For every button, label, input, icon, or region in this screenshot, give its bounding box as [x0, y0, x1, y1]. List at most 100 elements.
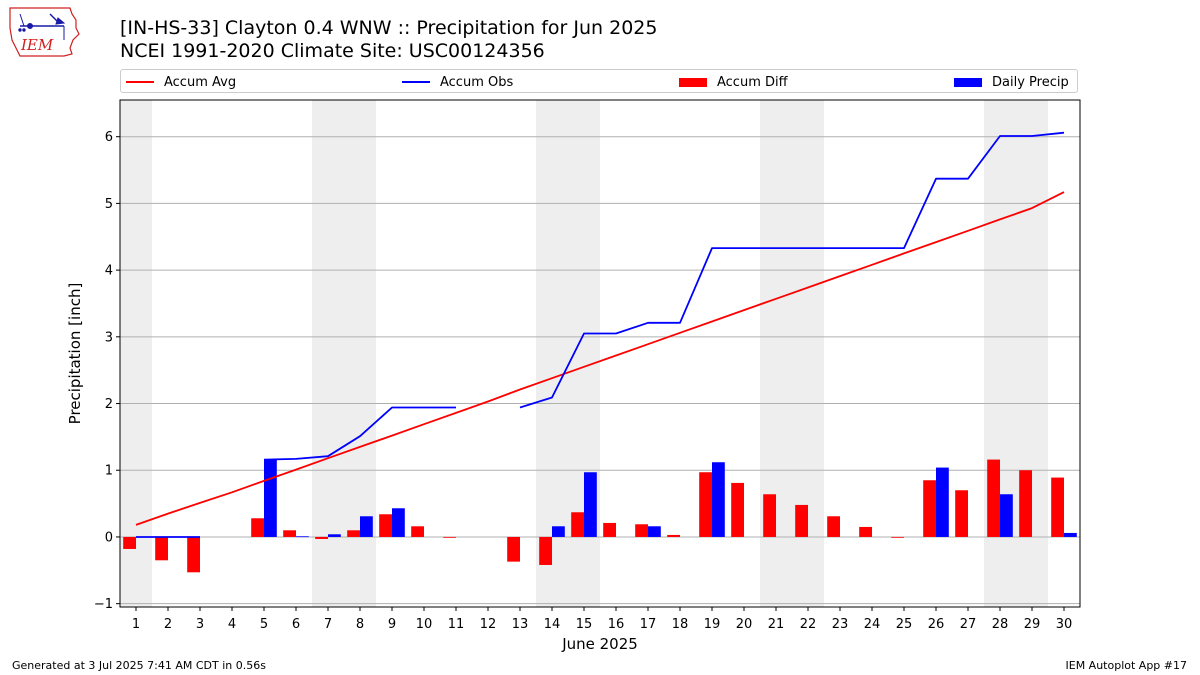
- chart-title: [IN-HS-33] Clayton 0.4 WNW :: Precipitat…: [120, 17, 658, 39]
- app-id: IEM Autoplot App #17: [1065, 659, 1188, 672]
- daily-precip-bar: [936, 467, 949, 537]
- accum-diff-bar: [763, 494, 776, 537]
- accum-obs-line: [263, 406, 456, 461]
- accum-diff-bar: [347, 530, 360, 537]
- accum-diff-bar: [411, 526, 424, 537]
- x-tick-label: 18: [672, 617, 689, 632]
- accum-diff-bar: [315, 536, 328, 539]
- lines: [135, 131, 1065, 538]
- legend-swatch-accum-diff: [679, 77, 707, 87]
- x-tick-label: 22: [800, 617, 817, 632]
- accum-diff-bar: [539, 536, 552, 565]
- daily-precip-bar: [712, 462, 725, 537]
- y-tick-label: −1: [94, 597, 113, 612]
- x-tick-label: 10: [416, 617, 433, 632]
- x-tick-label: 7: [324, 617, 332, 632]
- x-tick-label: 30: [1056, 617, 1073, 632]
- weather-station-icon: [18, 13, 66, 40]
- daily-precip-bar: [360, 516, 373, 537]
- accum-diff-bar: [859, 526, 872, 537]
- accum-diff-bar: [635, 524, 648, 537]
- daily-precip-bar: [584, 472, 597, 537]
- accum-diff-bar: [507, 536, 520, 562]
- logo-text: IEM: [20, 36, 54, 54]
- accum-diff-bar: [955, 490, 968, 537]
- accum-diff-bar: [1051, 477, 1064, 537]
- gridlines: [120, 136, 1080, 605]
- accum-diff-bar: [667, 534, 680, 537]
- legend-swatch-daily-precip: [954, 77, 982, 87]
- daily-precip-bar: [1000, 494, 1013, 537]
- legend-item-accum-diff: Accum Diff: [679, 73, 788, 91]
- x-tick-label: 16: [608, 617, 625, 632]
- x-tick-label: 21: [768, 617, 785, 632]
- accum-diff-bar: [1019, 470, 1032, 537]
- legend-item-accum-obs: Accum Obs: [402, 73, 513, 91]
- legend-item-daily-precip: Daily Precip: [954, 73, 1069, 91]
- legend-label-accum-avg: Accum Avg: [164, 74, 237, 90]
- legend-label-daily-precip: Daily Precip: [992, 74, 1069, 90]
- x-tick-label: 27: [960, 617, 977, 632]
- chart-legend: Accum Avg Accum Obs Accum Diff Daily Pre…: [120, 69, 1078, 93]
- x-tick-label: 2: [164, 617, 172, 632]
- accum-diff-bar: [699, 472, 712, 537]
- weekend-shade-day-14: [536, 100, 568, 607]
- legend-swatch-accum-avg: [126, 81, 154, 83]
- daily-precip-bar: [264, 459, 277, 537]
- accum-diff-bar: [603, 522, 616, 537]
- accum-diff-bar: [827, 516, 840, 537]
- legend-item-accum-avg: Accum Avg: [126, 73, 236, 91]
- accum-diff-bar: [443, 536, 456, 538]
- accum-diff-bar: [987, 459, 1000, 537]
- y-tick-label: 5: [105, 197, 113, 212]
- x-tick-label: 9: [388, 617, 396, 632]
- daily-precip-bar: [552, 526, 565, 537]
- accum-diff-bar: [379, 514, 392, 537]
- accum-diff-bar: [155, 536, 168, 561]
- x-tick-label: 8: [356, 617, 364, 632]
- bars: [123, 459, 1077, 573]
- x-axis-label: June 2025: [561, 635, 638, 653]
- x-tick-label: 3: [196, 617, 204, 632]
- accum-diff-bar: [795, 504, 808, 537]
- x-tick-label: 23: [832, 617, 849, 632]
- x-tick-label: 19: [704, 617, 721, 632]
- y-tick-label: 3: [105, 330, 113, 345]
- y-tick-label: 0: [105, 530, 113, 545]
- accum-diff-bar: [571, 512, 584, 537]
- legend-label-accum-diff: Accum Diff: [717, 74, 788, 90]
- x-tick-label: 29: [1024, 617, 1041, 632]
- y-tick-label: 6: [105, 130, 113, 145]
- y-tick-label: 4: [105, 264, 113, 279]
- daily-precip-bar: [328, 534, 341, 537]
- x-tick-label: 4: [228, 617, 236, 632]
- x-tick-label: 20: [736, 617, 753, 632]
- accum-diff-bar: [891, 536, 904, 538]
- legend-swatch-accum-obs: [402, 81, 430, 83]
- x-tick-label: 15: [576, 617, 593, 632]
- daily-precip-bar: [648, 526, 661, 537]
- accum-diff-bar: [731, 482, 744, 537]
- x-tick-label: 12: [480, 617, 497, 632]
- x-tick-label: 24: [864, 617, 881, 632]
- accum-diff-bar: [123, 536, 136, 549]
- iem-logo: IEM: [9, 7, 80, 57]
- daily-precip-bar: [1064, 532, 1077, 537]
- x-tick-label: 28: [992, 617, 1009, 632]
- weekend-shade-day-7: [312, 100, 344, 607]
- plot-frame: [119, 99, 1081, 608]
- chart-subtitle: NCEI 1991-2020 Climate Site: USC00124356: [120, 40, 545, 62]
- accum-diff-bar: [283, 530, 296, 537]
- daily-precip-bar: [392, 508, 405, 537]
- generated-timestamp: Generated at 3 Jul 2025 7:41 AM CDT in 0…: [12, 659, 266, 672]
- legend-label-accum-obs: Accum Obs: [440, 74, 514, 90]
- accum-diff-bar: [187, 536, 200, 573]
- y-axis-label: Precipitation [inch]: [66, 283, 84, 425]
- x-tick-label: 11: [448, 617, 465, 632]
- x-tick-label: 6: [292, 617, 300, 632]
- x-tick-label: 26: [928, 617, 945, 632]
- accum-diff-bar: [923, 480, 936, 537]
- x-tick-label: 17: [640, 617, 657, 632]
- accum-obs-line: [519, 131, 1065, 409]
